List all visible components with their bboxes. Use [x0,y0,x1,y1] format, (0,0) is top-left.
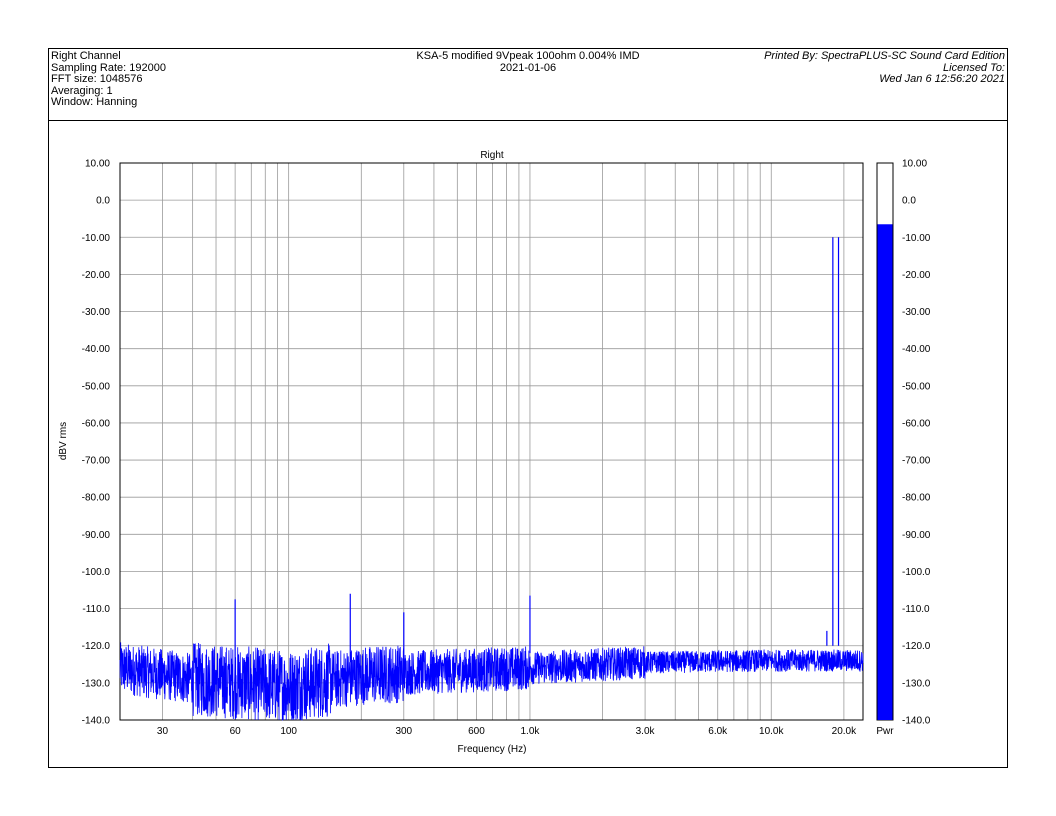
x-tick-label: 100 [280,726,297,737]
y-tick-label: -40.00 [82,344,111,355]
y-tick-label: 10.00 [85,159,110,170]
y-tick-label: -80.00 [82,493,111,504]
info-line: Sampling Rate: 192000 [51,61,166,74]
info-line: Window: Hanning [51,96,138,108]
print-line: Licensed To: [943,61,1005,74]
x-tick-label: 30 [157,726,169,737]
y-tick-label: 0.0 [96,196,110,207]
y-tick-label: -90.00 [82,530,111,541]
report-frame: Right Channel Sampling Rate: 192000 FFT … [48,48,1008,768]
axis-ticks: 10.00 0.0 -10.00 -20.00 -30.00 -40.00 -50.00 -6… [82,159,857,738]
level-meter-tick-label: -50.00 [902,381,931,392]
level-meter-tick-label: -20.00 [902,270,931,281]
level-meter-fill [877,224,893,720]
level-meter-tick-label: -70.00 [902,456,931,467]
level-meter: 10.00 0.0 -10.00 -20.00 -30.00 -40.00 -50.00 -6… [876,159,931,727]
y-tick-label: -110.0 [82,604,110,615]
level-meter-tick-label: -60.00 [902,418,931,429]
print-line: Wed Jan 6 12:56:20 2021 [879,73,1005,85]
level-meter-tick-label: -40.00 [902,344,931,355]
y-tick-label: -30.00 [82,307,111,318]
grid [119,162,864,721]
measurement-info: Right Channel Sampling Rate: 192000 FFT … [51,50,166,109]
y-tick-label: -20.00 [82,270,111,281]
level-meter-tick-label: -90.00 [902,530,931,541]
info-line: Right Channel [51,50,121,62]
level-meter-tick-label: -140.0 [902,716,931,727]
plot-border [119,162,864,721]
report-header: Right Channel Sampling Rate: 192000 FFT … [49,49,1007,121]
y-tick-label: -130.0 [82,678,111,689]
level-meter-tick-label: 0.0 [902,196,916,207]
x-tick-label: 20.0k [832,726,857,737]
y-tick-label: -10.00 [82,233,111,244]
info-line: FFT size: 1048576 [51,73,143,85]
x-tick-label: 10.0k [759,726,784,737]
x-tick-label: 60 [230,726,242,737]
y-tick-label: -50.00 [82,381,111,392]
level-meter-tick-label: -110.0 [902,604,930,615]
y-tick-label: -60.00 [82,418,111,429]
print-line: Printed By: SpectraPLUS-SC Sound Card Ed… [764,50,1005,62]
spectrum-trace [119,642,864,721]
y-tick-label: -70.00 [82,456,111,467]
y-tick-label: -120.0 [82,641,111,652]
level-meter-tick-label: -100.0 [902,567,931,578]
level-meter-tick-label: -80.00 [902,493,931,504]
y-axis-label: dBV rms [58,422,69,460]
y-tick-label: -140.0 [82,716,111,727]
title-line: KSA-5 modified 9Vpeak 100ohm 0.004% IMD [416,50,640,62]
x-tick-label: 3.0k [636,726,656,737]
x-tick-label: 300 [395,726,412,737]
info-line: Averaging: 1 [51,84,113,97]
level-meter-label: Pwr [876,726,894,737]
chart-title: Right [480,150,504,161]
level-meter-tick-label: -10.00 [902,233,931,244]
x-tick-label: 6.0k [708,726,728,737]
level-meter-tick-label: -130.0 [902,678,931,689]
date-line: 2021-01-06 [499,61,557,74]
level-meter-tick-label: -30.00 [902,307,931,318]
spectrum-trace-group [119,237,864,721]
x-tick-label: 600 [468,726,485,737]
x-axis-label: Frequency (Hz) [458,744,527,755]
print-info: Printed By: SpectraPLUS-SC Sound Card Ed… [764,50,1005,86]
report-title: KSA-5 modified 9Vpeak 100ohm 0.004% IMD … [49,50,1007,74]
x-tick-label: 1.0k [521,726,541,737]
level-meter-tick-label: 10.00 [902,159,927,170]
level-meter-tick-label: -120.0 [902,641,931,652]
y-tick-label: -100.0 [82,567,111,578]
